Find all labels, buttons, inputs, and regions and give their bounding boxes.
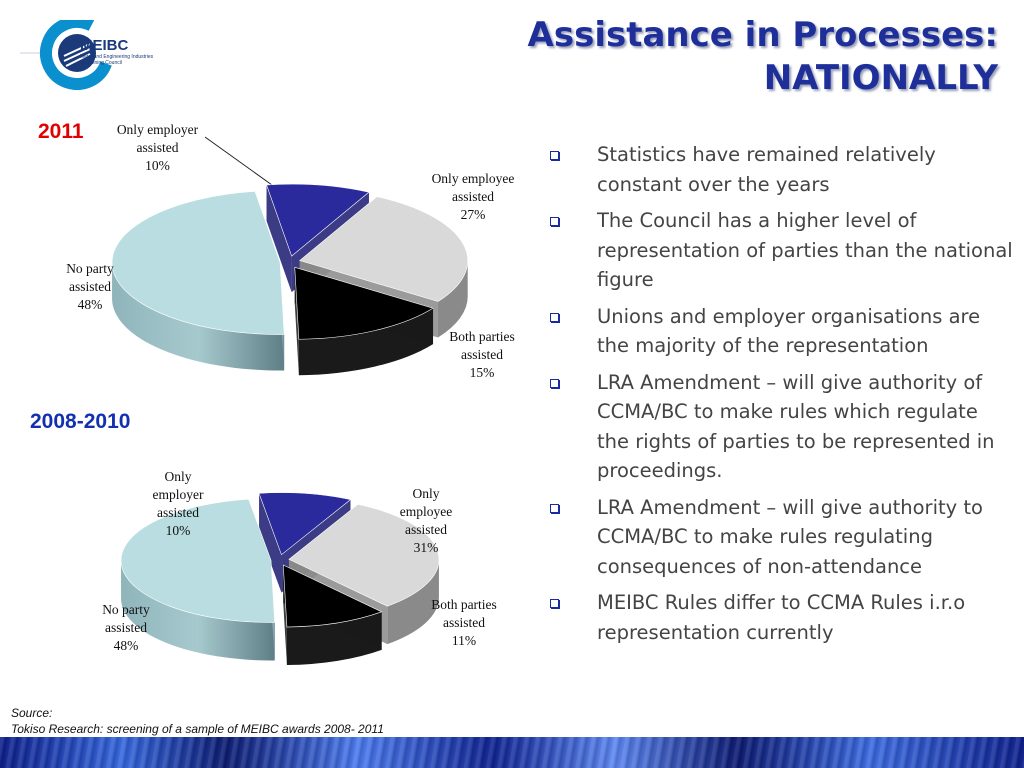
source-note: Source: Tokiso Research: screening of a … — [11, 705, 384, 737]
label-value: 31% — [413, 540, 439, 555]
bullet-item: Unions and employer organisations are th… — [548, 302, 1014, 361]
slice-wall-both — [283, 565, 287, 666]
slice-wall-employer — [259, 493, 282, 593]
label-text: assisted — [69, 279, 111, 294]
label-2011-only-employee: Only employee assisted 27% — [418, 170, 528, 224]
logo-swoosh-icon — [20, 16, 114, 90]
pie-slice-employer-2008-2010 — [258, 492, 352, 556]
label-2008-only-employee: Only employee assisted 31% — [386, 485, 466, 557]
label-value: 10% — [165, 523, 191, 538]
checkbox-bullet-icon — [550, 217, 559, 226]
checkbox-bullet-icon — [550, 151, 559, 160]
page-title: Assistance in Processes: NATIONALLY — [528, 14, 998, 100]
leader-line-2011-employer — [204, 136, 273, 186]
title-line-1: Assistance in Processes: — [527, 15, 998, 55]
bullet-text: Statistics have remained relatively cons… — [597, 143, 936, 196]
checkbox-bullet-icon — [550, 599, 559, 608]
slice-wall-both — [294, 267, 299, 376]
label-value: 27% — [460, 207, 486, 222]
bullet-list: Statistics have remained relatively cons… — [548, 140, 1014, 654]
label-2011-both-parties: Both parties assisted 15% — [432, 328, 532, 382]
bullet-text: The Council has a higher level of repres… — [597, 209, 1013, 291]
label-text: assisted — [452, 189, 494, 204]
bullet-text: LRA Amendment – will give authority of C… — [597, 370, 995, 483]
pie-chart-2011 — [111, 183, 468, 376]
chart-2008-2010-title: 2008-2010 — [30, 410, 131, 433]
pie-charts — [111, 136, 468, 666]
logo-text: MEIBC — [80, 37, 129, 54]
label-text: Both parties — [449, 329, 515, 344]
label-value: 11% — [451, 633, 477, 648]
label-text: assisted — [405, 522, 447, 537]
checkbox-bullet-icon — [550, 503, 559, 513]
bullet-item: LRA Amendment – will give authority of C… — [548, 368, 1014, 486]
label-2011-only-employer: Only employer assisted 10% — [100, 121, 215, 175]
label-value: 15% — [469, 365, 495, 380]
slice-side-none — [121, 560, 275, 661]
pie-slice-both-2011 — [294, 266, 434, 340]
meibc-logo — [20, 16, 170, 90]
pie-slice-both-2008-2010 — [282, 564, 383, 628]
label-text: assisted — [443, 615, 485, 630]
source-text: Tokiso Research: screening of a sample o… — [11, 722, 384, 736]
pie-slice-none-2011 — [111, 191, 285, 335]
bullet-item: MEIBC Rules differ to CCMA Rules i.r.o r… — [548, 588, 1014, 647]
label-text: No party — [66, 261, 114, 276]
pie-slice-none-2008-2010 — [120, 498, 276, 623]
slice-side-none — [112, 262, 285, 371]
logo-subtitle: Metal and Engineering Industries Bargain… — [80, 54, 154, 66]
label-text: No party — [102, 602, 150, 617]
bullet-text: LRA Amendment – will give authority to C… — [597, 495, 983, 578]
label-text: Only employer — [116, 122, 199, 137]
label-2011-no-party: No party assisted 48% — [50, 260, 130, 314]
label-2008-only-employer: Only employer assisted 10% — [138, 468, 218, 540]
bullet-text: Unions and employer organisations are th… — [597, 304, 981, 358]
label-text: employee — [399, 504, 453, 519]
label-text: assisted — [461, 347, 503, 362]
label-value: 48% — [113, 638, 139, 653]
label-value: 48% — [77, 297, 103, 312]
pie-slice-employee-2008-2010 — [288, 503, 440, 607]
bullet-item: LRA Amendment – will give authority to C… — [548, 493, 1014, 582]
title-line-2: NATIONALLY — [763, 58, 998, 98]
label-2008-both-parties: Both parties assisted 11% — [414, 596, 514, 650]
checkbox-bullet-icon — [550, 378, 559, 388]
label-text: assisted — [136, 140, 179, 155]
bullet-item: Statistics have remained relatively cons… — [548, 140, 1014, 199]
source-label: Source: — [11, 706, 53, 720]
label-value: 10% — [145, 158, 170, 173]
checkbox-bullet-icon — [550, 312, 559, 322]
label-text: employer — [152, 487, 204, 502]
slice-wall-employer — [266, 184, 292, 293]
slice-side-employee — [437, 260, 468, 338]
label-text: Only — [164, 469, 192, 484]
label-text: Only employee — [431, 171, 515, 186]
label-text: assisted — [105, 620, 147, 635]
pie-slice-employer-2011 — [266, 183, 370, 257]
bullet-text: MEIBC Rules differ to CCMA Rules i.r.o r… — [597, 591, 966, 644]
label-text: assisted — [157, 505, 199, 520]
slice-side-employee — [387, 559, 439, 645]
pie-slice-employee-2011 — [299, 196, 468, 302]
label-2008-no-party: No party assisted 48% — [86, 601, 166, 655]
bullet-item: The Council has a higher level of repres… — [548, 206, 1014, 295]
chart-2011-title: 2011 — [38, 120, 84, 143]
pie-chart-2008-2010 — [120, 492, 440, 666]
label-text: Only — [412, 486, 440, 501]
label-text: Both parties — [431, 597, 497, 612]
footer-decoration — [0, 737, 1024, 768]
